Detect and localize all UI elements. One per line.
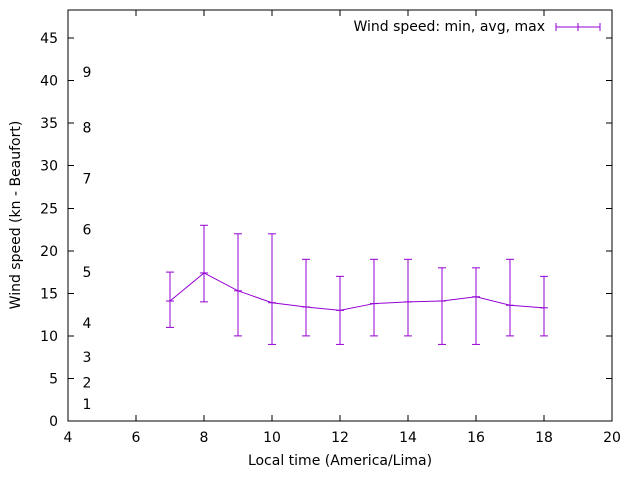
svg-text:9: 9 [83,65,92,81]
svg-text:20: 20 [40,244,58,260]
svg-text:40: 40 [40,74,58,90]
svg-text:7: 7 [83,171,92,187]
svg-text:8: 8 [200,430,209,446]
svg-text:16: 16 [467,430,485,446]
svg-text:1: 1 [83,397,92,413]
svg-text:25: 25 [40,201,58,217]
svg-text:8: 8 [83,120,92,136]
x-axis-label: Local time (America/Lima) [247,453,433,469]
svg-text:2: 2 [83,376,92,392]
legend-label: Wind speed: min, avg, max [353,19,545,35]
svg-text:30: 30 [40,159,58,175]
legend: Wind speed: min, avg, max [353,19,601,35]
svg-text:3: 3 [83,350,92,366]
svg-text:10: 10 [263,430,281,446]
svg-text:15: 15 [40,286,58,302]
svg-text:6: 6 [83,223,92,239]
svg-text:12: 12 [331,430,349,446]
y-axis-label: Wind speed (kn - Beaufort) [8,120,24,310]
svg-text:0: 0 [49,414,58,430]
svg-text:14: 14 [399,430,417,446]
svg-text:4: 4 [64,430,73,446]
svg-text:5: 5 [49,371,58,387]
svg-text:5: 5 [83,265,92,281]
svg-text:18: 18 [535,430,553,446]
svg-text:45: 45 [40,31,58,47]
legend-errorbar-sample-icon [555,23,601,31]
svg-text:6: 6 [132,430,141,446]
svg-text:35: 35 [40,116,58,132]
svg-text:20: 20 [603,430,621,446]
svg-text:10: 10 [40,329,58,345]
svg-text:4: 4 [83,316,92,332]
